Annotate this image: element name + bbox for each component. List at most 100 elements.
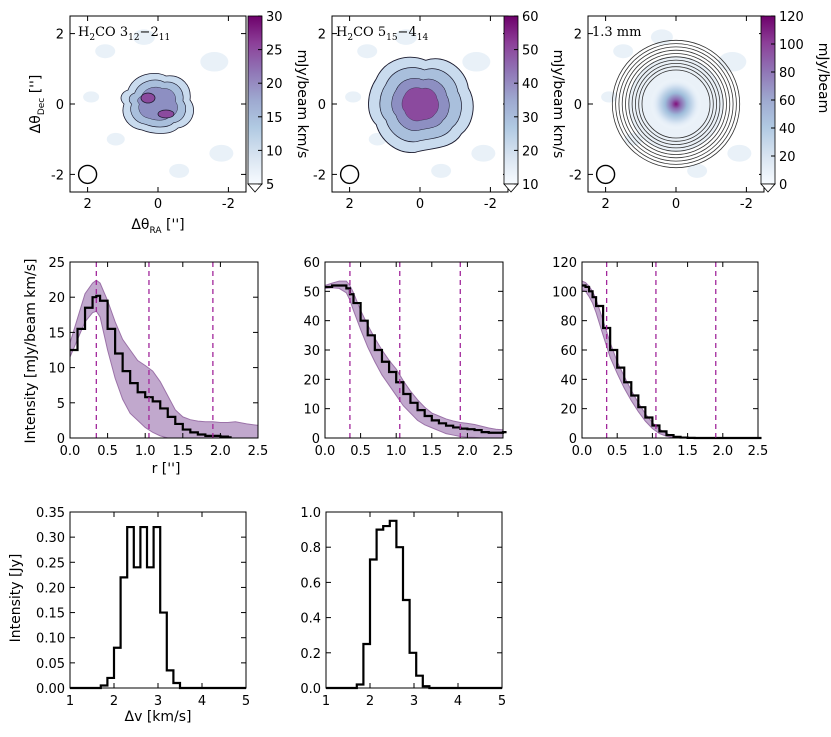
map3-contour-0 — [641, 69, 711, 139]
prof2-xtick-label-2: 1.0 — [386, 444, 407, 459]
prof1-xtick-label-3: 1.5 — [172, 444, 193, 459]
spec2-spectrum-line — [326, 519, 502, 690]
spec2-ytick-label-4: 0.8 — [300, 541, 321, 556]
map3-title: 1.3 mm — [592, 25, 641, 40]
map2-cbar-tick-label-3: 40 — [522, 77, 539, 92]
map3-contour-2 — [635, 63, 718, 145]
map3-cbar-tick-label-3: 60 — [779, 94, 796, 109]
prof1-ylabel: Intensity [mJy/beam km/s] — [23, 258, 39, 443]
map1-ytick-label-2: 2 — [56, 28, 64, 43]
spectrum-panel-1: Δv [km/s] Intensity [Jy] 1 2 3 4 5 0.00 0.05 0.… — [8, 506, 250, 725]
prof2-ytick-label-4: 40 — [303, 315, 320, 330]
prof3-profile-line — [582, 284, 762, 440]
spec1-xlabel: Δv [km/s] — [125, 709, 192, 725]
map3-contour-5 — [625, 53, 727, 155]
map3-ytick-label-2: 2 — [574, 28, 582, 43]
map3-cbar-tick-label-6: 120 — [779, 10, 804, 25]
map2-title: H2CO 515−414 — [336, 25, 428, 43]
map2-xtick-label-2: -2 — [484, 197, 497, 212]
spec2-ytick-label-3: 0.6 — [300, 576, 321, 591]
spec1-xtick-label-3: 4 — [198, 694, 206, 709]
map3-beam — [595, 164, 616, 185]
map1-colorbar-label: mJy/beam km/s — [294, 50, 310, 159]
prof3-ytick-label-0: 0 — [569, 432, 577, 447]
map3-image — [588, 16, 764, 192]
spec1-ytick-label-1: 0.05 — [36, 657, 65, 672]
prof1-uncertainty-band — [69, 279, 259, 439]
spec1-ytick-label-5: 0.25 — [36, 556, 65, 571]
prof2-xtick-label-1: 0.5 — [350, 444, 371, 459]
map3-xtick-label-1: 0 — [672, 197, 680, 212]
map1-peak-b — [157, 109, 175, 119]
map3-ticks: 2 0 -2 -2 0 2 — [569, 16, 764, 212]
profile-panel-3: 0.0 0.5 1.0 1.5 2.0 2.5 0 20 40 60 80 100 120 — [552, 256, 768, 459]
map1-cbar-tick-label-3: 20 — [266, 77, 283, 92]
map1-noise-0 — [200, 51, 229, 72]
spec1-ytick-label-2: 0.10 — [36, 632, 65, 647]
prof2-ytick-label-1: 10 — [303, 403, 320, 418]
map3-noise-2 — [727, 144, 752, 162]
map1-noise-4 — [132, 29, 155, 45]
prof2-ytick-label-0: 0 — [312, 432, 320, 447]
map3-noise-1 — [613, 44, 634, 59]
map1-beam — [77, 164, 98, 185]
prof3-xtick-label-2: 1.0 — [642, 444, 663, 459]
map2-ytick-label-1: 0 — [318, 98, 326, 113]
prof2-xtick-label-3: 1.5 — [421, 444, 442, 459]
prof3-ytick-label-5: 100 — [552, 285, 577, 300]
map2-xtick-label-1: 0 — [416, 197, 424, 212]
spec2-xtick-label-0: 1 — [322, 694, 330, 709]
map1-peak-a — [140, 92, 156, 104]
map2-emission — [368, 56, 474, 153]
map3-xtick-label-2: -2 — [740, 197, 753, 212]
map3-contour-4 — [628, 56, 724, 152]
spec1-ytick-label-7: 0.35 — [36, 506, 65, 521]
map2-colorbar: 10 20 30 40 50 60 mJy/beam km/s — [503, 10, 566, 193]
map1-noise-1 — [95, 44, 116, 59]
map2-cbar-tick-label-4: 50 — [522, 44, 539, 59]
map2-noise-5 — [431, 163, 452, 178]
map1-noise-3 — [106, 132, 125, 146]
map1-noise-6 — [83, 91, 100, 103]
map2-colorbar-label: mJy/beam km/s — [550, 50, 566, 159]
map3-cbar-tick-label-4: 80 — [779, 66, 796, 81]
map1-ylabel: ΔθDec [''] — [28, 75, 47, 134]
map3-colorbar-extend — [760, 183, 776, 193]
map3-cbar-tick-label-5: 100 — [779, 38, 804, 53]
prof3-xtick-label-1: 0.5 — [607, 444, 628, 459]
map1-colorbar: 5 10 15 20 25 30 mJy/beam km/s — [247, 10, 310, 193]
prof1-ytick-label-3: 15 — [48, 326, 65, 341]
spec1-xtick-label-0: 1 — [66, 694, 74, 709]
map-panel-h2co-515: 2 0 -2-202 H2CO 515−414 102030405060mJy/be… — [313, 10, 566, 212]
map2-cbar-tick-label-5: 60 — [522, 10, 539, 25]
map3-xtick-label-0: 2 — [601, 197, 609, 212]
prof1-xtick-label-1: 0.5 — [97, 444, 118, 459]
map2-noise-6 — [345, 91, 362, 103]
map1-colorbar-extend — [247, 183, 263, 193]
prof3-ytick-label-4: 80 — [560, 315, 577, 330]
map2-xtick-label-0: 2 — [345, 197, 353, 212]
prof3-xtick-label-4: 2.0 — [712, 444, 733, 459]
map3-contour-8 — [615, 43, 737, 165]
spec1-spectrum-line — [70, 525, 246, 690]
map3-noise-4 — [650, 29, 673, 45]
map3-contour-7 — [618, 46, 734, 162]
prof3-xtick-label-3: 1.5 — [677, 444, 698, 459]
map2-contour-peak — [401, 87, 439, 122]
profile-panel-1: r [''] Intensity [mJy/beam km/s] 0.0 0.5 1… — [23, 256, 268, 477]
map2-colorbar-extend — [503, 183, 519, 193]
prof1-xtick-label-2: 1.0 — [135, 444, 156, 459]
map1-ytick-label-0: -2 — [51, 168, 64, 183]
map3-cbar-tick-label-2: 40 — [779, 122, 796, 137]
spec2-xtick-label-4: 5 — [498, 694, 506, 709]
map3-contour-3 — [631, 59, 721, 149]
prof2-ytick-label-5: 50 — [303, 285, 320, 300]
spec2-ytick-label-2: 0.4 — [300, 612, 321, 627]
spec1-xtick-label-1: 2 — [110, 694, 118, 709]
spec2-ytick-label-1: 0.2 — [300, 647, 321, 662]
map3-ytick-label-0: -2 — [569, 168, 582, 183]
prof2-xtick-label-4: 2.0 — [457, 444, 478, 459]
prof1-frame — [69, 261, 259, 439]
map3-source — [650, 78, 702, 130]
